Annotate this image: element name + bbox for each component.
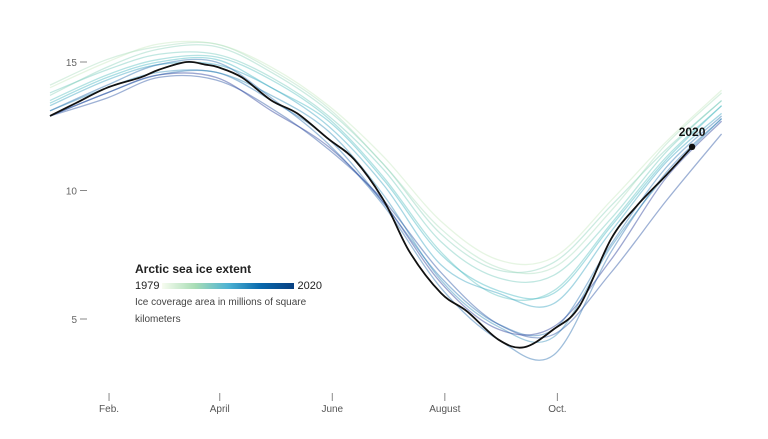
- label-2020: 2020: [679, 125, 706, 139]
- chart-subtitle: Ice coverage area in millions of square …: [135, 297, 307, 325]
- x-tick-label: Feb.: [99, 404, 119, 415]
- legend: Arctic sea ice extent 1979 2020 Ice cove…: [135, 262, 325, 328]
- year-line-1991: [49, 51, 723, 284]
- x-axis: Feb. April June August Oct.: [99, 393, 567, 415]
- x-tick-label: June: [321, 404, 343, 415]
- highlight-2020: 2020: [49, 60, 706, 349]
- endpoint-2020: [688, 143, 696, 151]
- year-line-2016: [49, 74, 723, 339]
- x-tick-label: August: [429, 404, 460, 415]
- y-axis: 15 10 5: [66, 58, 87, 326]
- year-line-1999: [49, 56, 723, 300]
- year-line-1987: [49, 44, 723, 274]
- year-line-2020: [49, 60, 693, 349]
- year-lines: [49, 40, 723, 361]
- legend-start-label: 1979: [135, 280, 160, 292]
- year-line-2007: [49, 69, 723, 343]
- year-line-2012: [49, 58, 723, 361]
- year-line-1979: [49, 40, 723, 266]
- legend-gradient: [162, 283, 295, 289]
- year-line-2019: [49, 72, 723, 336]
- legend-scale: 1979 2020: [135, 280, 325, 292]
- year-line-2011: [49, 69, 723, 337]
- chart-title: Arctic sea ice extent: [135, 262, 252, 276]
- year-line-2003: [49, 61, 723, 308]
- y-tick-label: 10: [66, 187, 78, 198]
- y-tick-label: 15: [66, 58, 78, 69]
- x-tick-label: Oct.: [548, 404, 566, 415]
- y-tick-label: 5: [71, 315, 77, 326]
- year-line-1983: [49, 41, 723, 275]
- legend-end-label: 2020: [297, 280, 322, 292]
- x-tick-label: April: [210, 404, 230, 415]
- year-line-1995: [49, 54, 723, 301]
